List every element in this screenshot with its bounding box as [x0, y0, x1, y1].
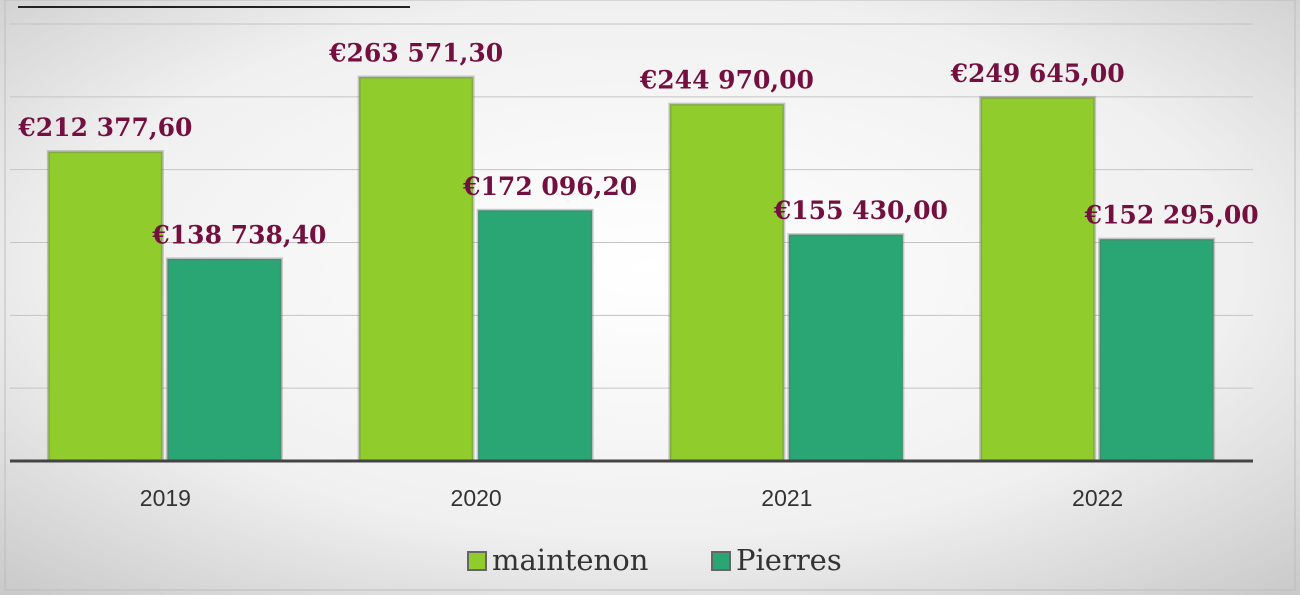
- bar: [46, 150, 164, 463]
- x-tick-label: 2021: [761, 485, 812, 511]
- value-label: €138 738,40: [151, 220, 326, 249]
- legend-label: maintenon: [492, 543, 648, 577]
- legend-swatch: [467, 551, 487, 571]
- value-label: €155 430,00: [773, 196, 948, 225]
- value-label: €244 970,00: [639, 66, 814, 95]
- bar: [165, 257, 283, 463]
- bar: [979, 95, 1097, 463]
- bar: [787, 233, 905, 463]
- value-label: €152 295,00: [1084, 201, 1259, 230]
- x-tick-label: 2020: [451, 485, 502, 511]
- bar: [476, 208, 594, 463]
- value-label: €249 645,00: [950, 59, 1125, 88]
- x-tick-label: 2022: [1072, 485, 1123, 511]
- bar: [357, 75, 475, 463]
- bar: [1098, 237, 1216, 463]
- value-label: €263 571,30: [328, 39, 503, 68]
- legend-swatch: [711, 551, 731, 571]
- bar: [668, 102, 786, 463]
- value-label: €212 377,60: [17, 113, 192, 142]
- value-label: €172 096,20: [462, 172, 637, 201]
- legend-label: Pierres: [736, 543, 842, 577]
- chart-frame: [4, 0, 1296, 591]
- x-tick-label: 2019: [140, 485, 191, 511]
